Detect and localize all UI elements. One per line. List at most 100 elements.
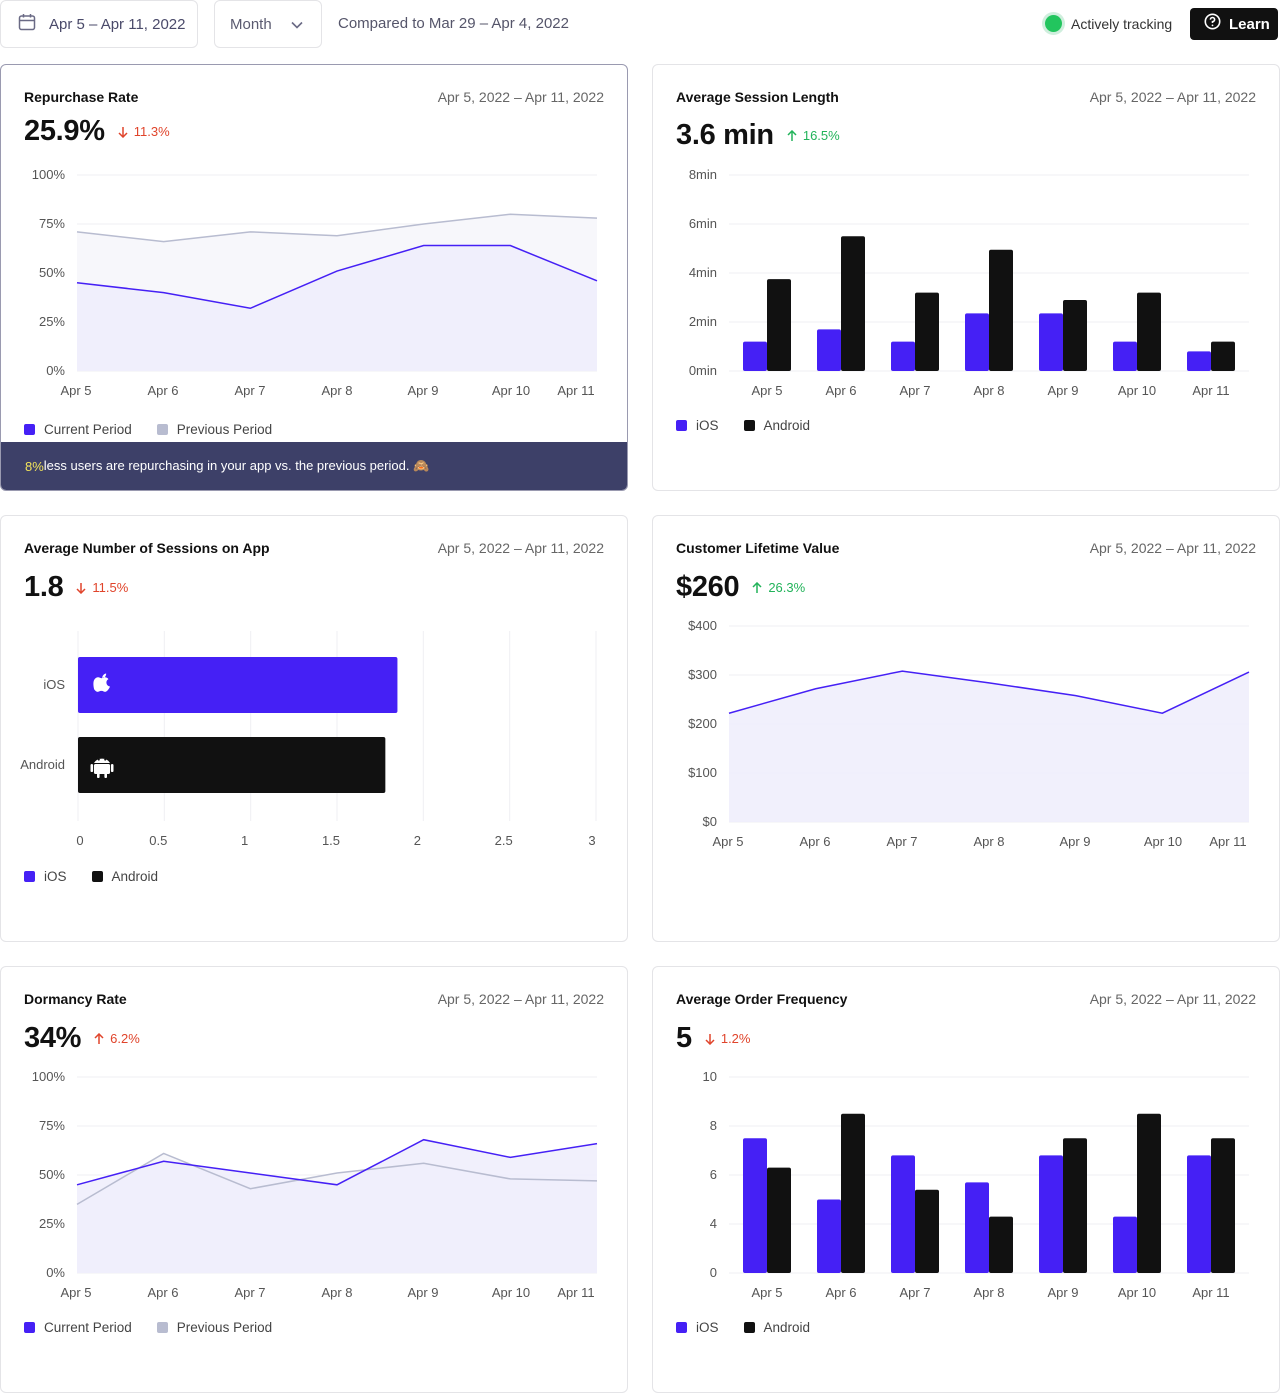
y-tick-label: $400 <box>688 618 717 633</box>
x-tick-label: Apr 9 <box>407 1285 438 1300</box>
y-tick-label: 100% <box>32 167 66 182</box>
x-tick-label: Apr 9 <box>1059 834 1090 849</box>
learn-button[interactable]: Learn <box>1190 8 1278 40</box>
bar-ios <box>891 1155 915 1273</box>
sessions-count-chart: 0 0.5 1 1.5 2 2.5 3 iOS Android <box>20 631 597 848</box>
x-tick-label: Apr 11 <box>1192 383 1229 398</box>
repurchase-rate-chart: 0% 25% 50% 75% 100% Apr 5 Apr 6 Apr 7 Apr 8 Apr 9… <box>32 167 598 398</box>
card-date: Apr 5, 2022 – Apr 11, 2022 <box>1089 540 1256 556</box>
y-tick-label: 50% <box>39 1167 65 1182</box>
x-tick-label: Apr 8 <box>973 834 1004 849</box>
android-icon-shape <box>104 758 107 761</box>
lifetime-value-chart: $0 $100 $200 $300 $400 Apr 5 Apr 6 Apr 7 Apr 8 Ap… <box>688 618 1250 849</box>
bar-android <box>1063 299 1087 371</box>
insight-banner: 8% less users are repurchasing in your a… <box>1 442 627 490</box>
x-tick-label: Apr 7 <box>899 1285 930 1300</box>
series-line-previous <box>76 213 598 243</box>
legend-swatch <box>676 420 687 431</box>
bar-ios <box>817 1199 841 1273</box>
y-tick-label: 6 <box>710 1167 717 1182</box>
y-tick-label: 0% <box>46 1265 65 1280</box>
x-tick-label: 1.5 <box>322 833 340 848</box>
sessions-count-card: Average Number of Sessions on App Apr 5,… <box>0 515 628 942</box>
x-tick-label: Apr 5 <box>751 383 782 398</box>
x-tick-label: Apr 5 <box>712 834 743 849</box>
card-title: Average Session Length <box>676 89 839 105</box>
x-tick-label: Apr 7 <box>234 1285 265 1300</box>
session-length-chart: 0min 2min 4min 6min 8min Apr 5 Apr 6 Apr 7 Apr 8… <box>689 167 1249 398</box>
legend-label: Current Period <box>44 422 132 437</box>
bar-android <box>841 1113 865 1273</box>
x-tick-label: Apr 6 <box>147 1285 178 1300</box>
y-tick-label: 25% <box>39 1216 65 1231</box>
x-tick-label: Apr 8 <box>321 383 352 398</box>
bar-ios <box>965 1182 989 1273</box>
x-tick-label: 2.5 <box>495 833 513 848</box>
y-tick-label: 10 <box>703 1069 717 1084</box>
dormancy-rate-card: Dormancy Rate Apr 5, 2022 – Apr 11, 2022… <box>0 966 628 1393</box>
x-tick-label: Apr 6 <box>147 383 178 398</box>
y-tick-label: 8min <box>689 167 717 182</box>
date-range-picker[interactable]: Apr 5 – Apr 11, 2022 <box>0 0 198 48</box>
bar-android <box>1137 292 1161 371</box>
legend-label: Previous Period <box>176 422 273 437</box>
android-icon-shape <box>97 758 100 761</box>
bar-android <box>1211 341 1235 371</box>
bar-ios <box>817 329 841 371</box>
insight-text: less users are repurchasing in your app … <box>43 458 430 473</box>
chart-legend: iOS Android <box>24 869 183 884</box>
bar-ios <box>1039 313 1063 371</box>
legend-swatch <box>743 420 755 431</box>
apple-icon <box>93 673 111 692</box>
x-tick-label: Apr 10 <box>1144 834 1182 849</box>
y-tick-label: 100% <box>32 1069 66 1084</box>
x-tick-label: Apr 9 <box>1047 1285 1078 1300</box>
x-tick-label: Apr 6 <box>825 1285 856 1300</box>
bar-android <box>915 1189 939 1273</box>
kpi-change-value: 16.5% <box>802 128 840 143</box>
legend-item-current: Current Period <box>24 422 132 437</box>
kpi-value: 34% <box>24 1022 82 1054</box>
x-tick-label: 0.5 <box>149 833 167 848</box>
kpi-change-value: 26.3% <box>768 580 806 595</box>
kpi-value: 5 <box>676 1022 692 1054</box>
period-select[interactable]: Month <box>214 0 322 48</box>
x-tick-label: Apr 7 <box>899 383 930 398</box>
x-tick-label: Apr 8 <box>973 1285 1004 1300</box>
legend-label: Android <box>763 1320 811 1335</box>
card-title: Average Number of Sessions on App <box>24 540 270 556</box>
legend-item-ios: iOS <box>676 1320 719 1335</box>
legend-item-android: Android <box>91 869 158 884</box>
kpi-change: 11.5% <box>75 580 128 595</box>
x-tick-label: Apr 11 <box>1209 834 1246 849</box>
card-date: Apr 5, 2022 – Apr 11, 2022 <box>437 991 604 1007</box>
bar-ios <box>743 341 767 371</box>
y-tick-label: $0 <box>703 814 717 829</box>
legend-swatch <box>24 424 35 435</box>
kpi-change-value: 11.5% <box>92 580 129 595</box>
legend-swatch <box>156 424 168 435</box>
card-date: Apr 5, 2022 – Apr 11, 2022 <box>1089 89 1256 105</box>
y-tick-label: 75% <box>39 1118 65 1133</box>
legend-swatch <box>24 871 35 882</box>
kpi-change: 16.5% <box>786 128 840 143</box>
x-tick-label: Apr 10 <box>492 383 530 398</box>
card-date: Apr 5, 2022 – Apr 11, 2022 <box>437 540 604 556</box>
kpi: $260 26.3% <box>676 571 805 604</box>
bar-android <box>767 279 791 371</box>
chart-legend: Current Period Previous Period <box>24 422 297 437</box>
legend-label: iOS <box>696 1320 719 1335</box>
legend-swatch <box>91 871 103 882</box>
series-line-current <box>76 244 598 310</box>
x-tick-label: 3 <box>588 833 595 848</box>
bar-ios <box>1187 351 1211 371</box>
arrow-down-icon <box>76 582 86 594</box>
tracking-label: Actively tracking <box>1071 15 1173 32</box>
help-icon <box>1204 13 1221 35</box>
arrow-up-icon <box>752 581 762 593</box>
legend-item-ios: iOS <box>24 869 67 884</box>
area-fill-current <box>77 1139 597 1273</box>
android-icon-shape <box>94 764 110 774</box>
x-tick-label: Apr 8 <box>321 1285 352 1300</box>
kpi-change-value: 6.2% <box>110 1031 140 1046</box>
